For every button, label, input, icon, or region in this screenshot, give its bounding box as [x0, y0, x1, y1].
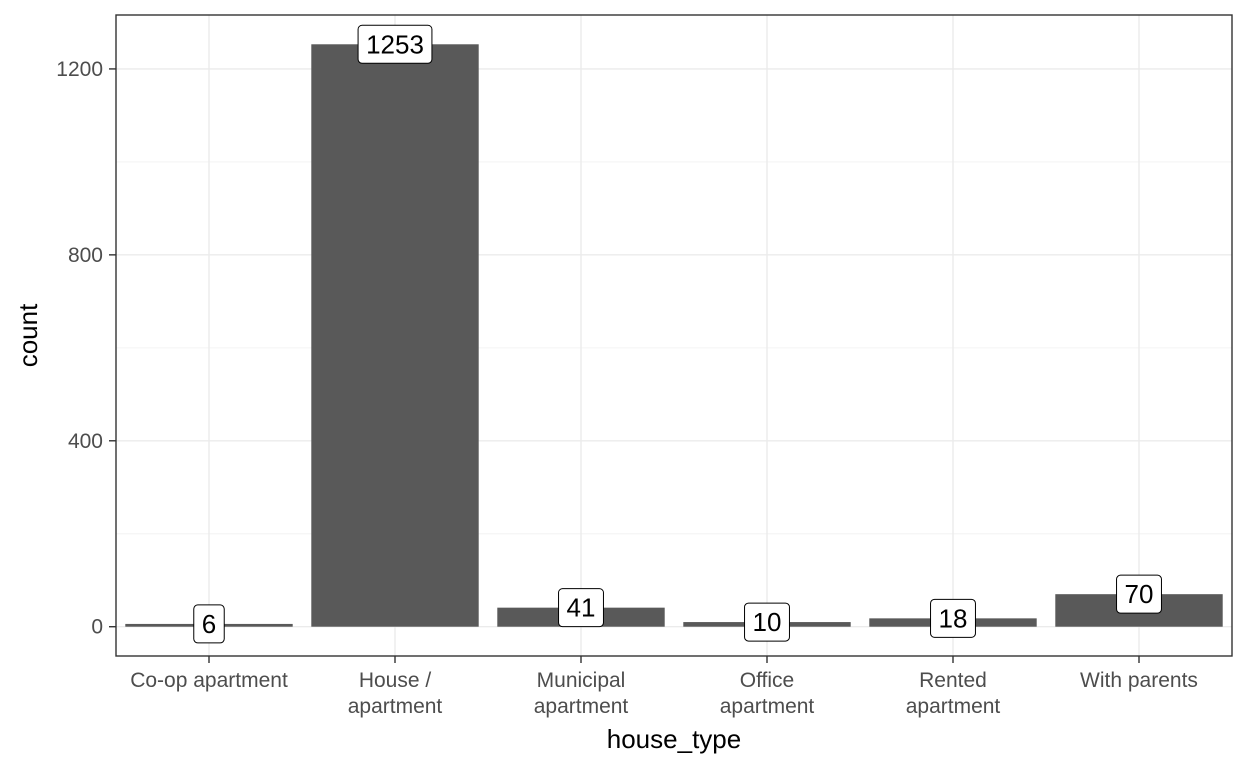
minor-gridlines: [116, 161, 1232, 535]
x-tick-label-line: apartment: [906, 695, 1001, 718]
major-gridlines: [116, 15, 1232, 656]
x-tick-label-line: apartment: [720, 695, 815, 718]
data-label: 18: [930, 598, 976, 638]
data-label-box: [558, 588, 604, 628]
plot-panel-border: [115, 14, 1233, 657]
x-tick-label-line: Office: [740, 669, 794, 692]
y-tick-label: 400: [68, 430, 103, 453]
x-tick-label: Co-op apartment: [130, 669, 288, 692]
data-label-text: 6: [202, 609, 216, 639]
x-tick-label: Rented apartment: [906, 669, 1001, 718]
data-label-box: [357, 24, 433, 64]
x-axis-title: house_type: [607, 724, 741, 754]
data-label-box: [744, 602, 790, 642]
x-tick-label-line: House /: [359, 669, 432, 692]
data-labels: 6 1253 41 10 18 70: [193, 24, 1162, 644]
bars: [125, 44, 1223, 627]
data-label-text: 18: [939, 603, 968, 633]
data-label-text: 10: [753, 607, 782, 637]
x-tick-label-line: With parents: [1080, 669, 1198, 692]
y-tick-label: 0: [91, 616, 103, 639]
x-tick-label: Municipal apartment: [534, 669, 629, 718]
data-label: 41: [558, 588, 604, 628]
data-label-box: [193, 604, 225, 644]
x-tick-label: House / apartment: [348, 669, 443, 718]
data-label-text: 70: [1125, 579, 1154, 609]
bar: [311, 44, 479, 627]
data-label: 10: [744, 602, 790, 642]
y-axis: 0 400 800 1200: [56, 58, 116, 639]
y-tick-label: 1200: [56, 58, 103, 81]
x-tick-label-line: apartment: [534, 695, 629, 718]
data-label-box: [930, 598, 976, 638]
data-label: 6: [193, 604, 225, 644]
data-label: 1253: [357, 24, 433, 64]
x-tick-label: Office apartment: [720, 669, 815, 718]
data-label-text: 41: [567, 593, 596, 623]
x-tick-label-line: Rented: [919, 669, 987, 692]
data-label-box: [1116, 574, 1162, 614]
data-label: 70: [1116, 574, 1162, 614]
y-axis-title: count: [13, 303, 43, 367]
x-axis: Co-op apartment House / apartmentMunicipal…: [130, 656, 1198, 718]
x-tick-label-line: apartment: [348, 695, 443, 718]
y-tick-label: 800: [68, 244, 103, 267]
x-tick-label: With parents: [1080, 669, 1198, 692]
x-tick-label-line: Municipal: [537, 669, 626, 692]
x-tick-label-line: Co-op apartment: [130, 669, 288, 692]
data-label-text: 1253: [366, 29, 424, 59]
